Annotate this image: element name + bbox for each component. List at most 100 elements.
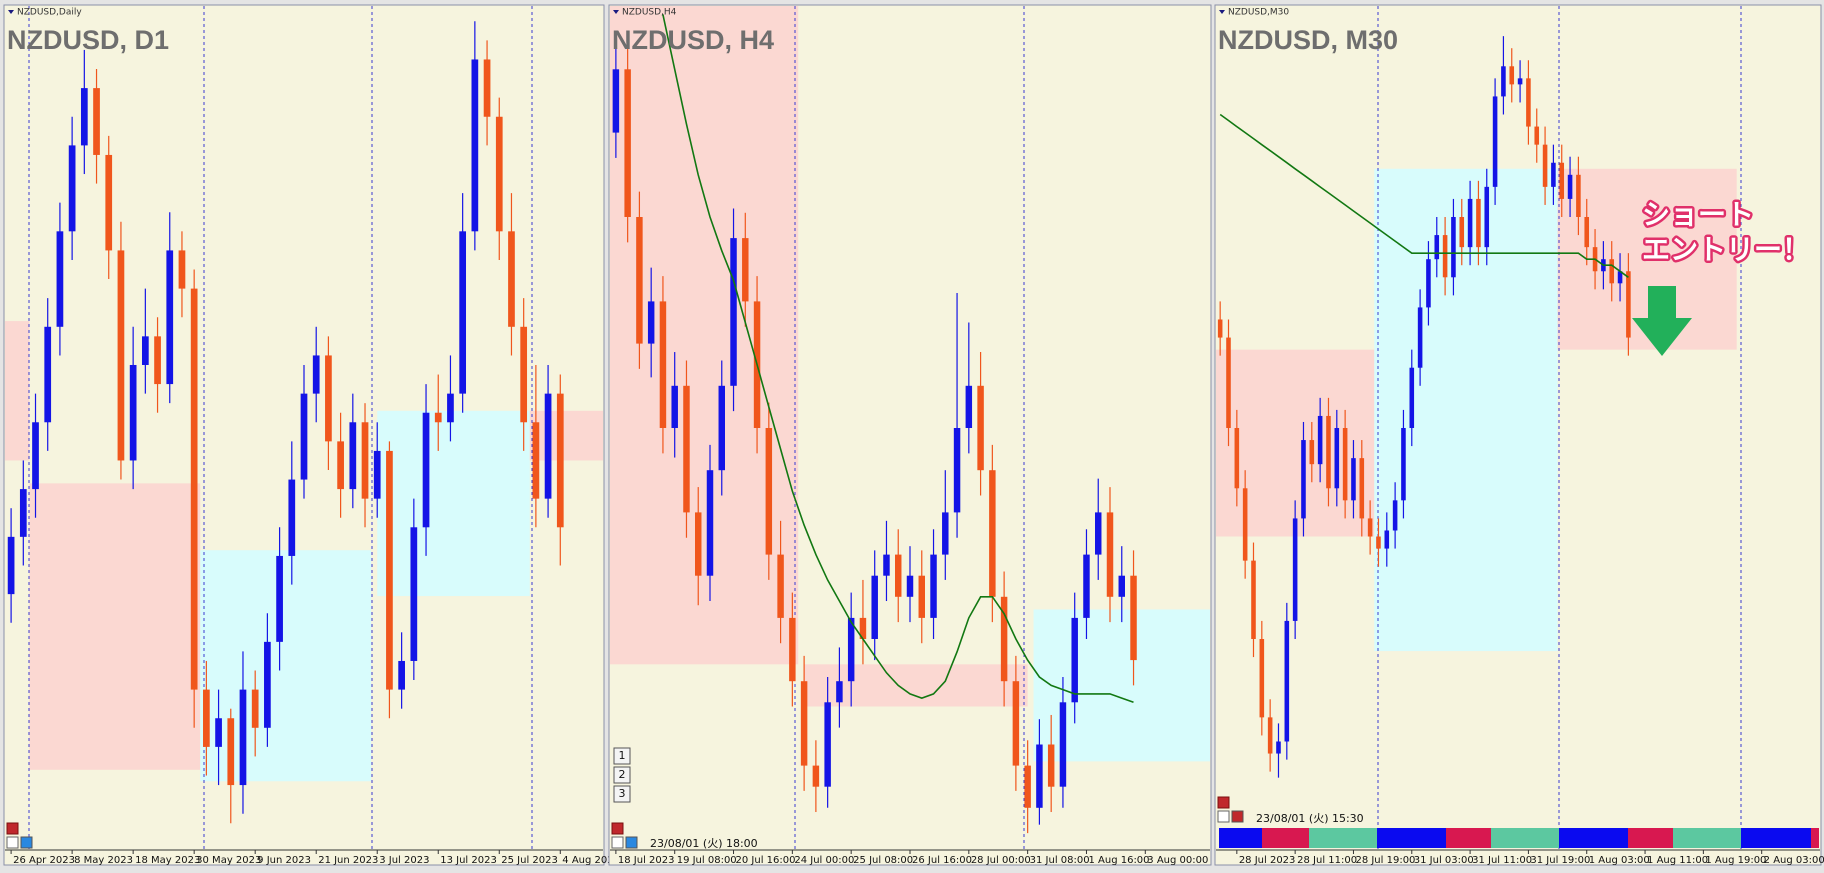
candle-body: [1251, 560, 1256, 639]
candle-body: [544, 393, 552, 499]
candle-body: [7, 536, 15, 595]
level-button-label: 3: [619, 787, 626, 800]
panel-header: NZDUSD,H4: [622, 8, 677, 18]
candle-body: [659, 301, 667, 428]
candle-body: [373, 450, 381, 499]
x-tick-label: 20 Jul 16:00: [736, 855, 796, 866]
candle-body: [789, 617, 796, 682]
level-button[interactable]: [613, 747, 631, 765]
candle-body: [671, 385, 678, 428]
candle-body: [203, 689, 210, 747]
candle-body: [895, 554, 902, 597]
candle-body: [1242, 488, 1248, 561]
x-tick-label: 3 Jul 2023: [379, 855, 429, 866]
session-strip: [1309, 828, 1377, 848]
candle-body: [1059, 702, 1067, 787]
timestamp: 23/08/01 (火) 18:00: [650, 837, 758, 850]
candle-body: [434, 412, 442, 423]
candle-body: [56, 231, 64, 327]
candle-body: [647, 301, 655, 344]
candle-body: [239, 689, 247, 786]
candle-body: [276, 555, 283, 642]
candle-body: [44, 326, 52, 423]
candle-body: [1451, 217, 1456, 278]
x-tick-label: 28 Jul 11:00: [1297, 855, 1357, 866]
candle-body: [1106, 512, 1114, 597]
panel-title: NZDUSD, D1: [7, 25, 169, 55]
candle-body: [495, 116, 503, 232]
candle-body: [105, 154, 113, 251]
candle-body: [1409, 367, 1415, 428]
candle-body: [871, 575, 878, 639]
candle-body: [683, 385, 690, 513]
candle-body: [19, 489, 27, 537]
header-icon: [613, 10, 619, 14]
candle-body: [989, 470, 996, 597]
candle-body: [1526, 78, 1531, 127]
session-strip: [1262, 828, 1309, 848]
candle-body: [1459, 217, 1465, 248]
x-tick-label: 8 May 2023: [74, 855, 133, 866]
close-icon: [1217, 796, 1230, 809]
x-tick-label: 31 Jul 19:00: [1530, 855, 1590, 866]
x-tick-label: 4 Aug 2023: [562, 855, 620, 866]
x-tick-label: 25 Jul 08:00: [853, 855, 913, 866]
header-icon: [8, 10, 14, 14]
plot-area: [5, 6, 603, 850]
candle-body: [1301, 440, 1306, 519]
candle-body: [1083, 554, 1090, 618]
zone: [529, 410, 603, 461]
level-button-label: 1: [619, 749, 626, 762]
candle-body: [422, 412, 430, 528]
candle-body: [447, 393, 454, 423]
session-strip: [1377, 828, 1446, 848]
level-button[interactable]: [613, 766, 631, 784]
candle-body: [847, 617, 855, 682]
x-tick-label: 30 May 2023: [196, 855, 261, 866]
candle-body: [32, 422, 39, 490]
x-tick-label: 21 Jun 2023: [318, 855, 378, 866]
session-strip: [1446, 828, 1491, 848]
candle-body: [930, 554, 937, 618]
candle-body: [190, 288, 198, 690]
x-tick-label: 9 Jun 2023: [257, 855, 311, 866]
candle-body: [1376, 536, 1381, 549]
moving-average: [662, 14, 1134, 704]
candle-body: [1217, 319, 1223, 338]
candle-body: [918, 575, 925, 618]
candle-body: [695, 512, 702, 576]
x-tick-label: 26 Jul 16:00: [912, 855, 972, 866]
zone: [5, 321, 30, 461]
candle-body: [288, 479, 296, 556]
timestamp: 23/08/01 (火) 15:30: [1256, 812, 1364, 825]
candle-body: [141, 336, 149, 365]
candle-body: [1047, 744, 1055, 787]
x-tick-label: 1 Aug 11:00: [1647, 855, 1708, 866]
candle-body: [337, 441, 344, 490]
candle-body: [706, 470, 714, 576]
panel-icon: [20, 836, 33, 849]
candle-body: [1259, 639, 1265, 718]
panel-icon: [625, 836, 638, 849]
zone: [377, 410, 530, 597]
candle-body: [1024, 765, 1031, 808]
candle-body: [117, 250, 125, 461]
candle-body: [836, 681, 843, 703]
candle-body: [1626, 271, 1631, 338]
header-icon: [1219, 10, 1225, 14]
candle-body: [361, 422, 369, 499]
level-button[interactable]: [613, 785, 631, 803]
panel-header: NZDUSD,Daily: [17, 8, 82, 18]
candle-body: [1501, 66, 1506, 97]
session-strip: [1673, 828, 1741, 848]
candle-body: [1309, 440, 1315, 465]
session-strip: [1811, 828, 1819, 848]
zone: [29, 483, 201, 770]
panel-header: NZDUSD,M30: [1228, 8, 1289, 18]
session-strip: [1741, 828, 1811, 848]
x-tick-label: 31 Jul 03:00: [1414, 855, 1474, 866]
candle-body: [1012, 681, 1020, 766]
panel-icon: [1231, 810, 1244, 823]
candle-body: [349, 422, 357, 490]
candle-body: [942, 512, 949, 555]
